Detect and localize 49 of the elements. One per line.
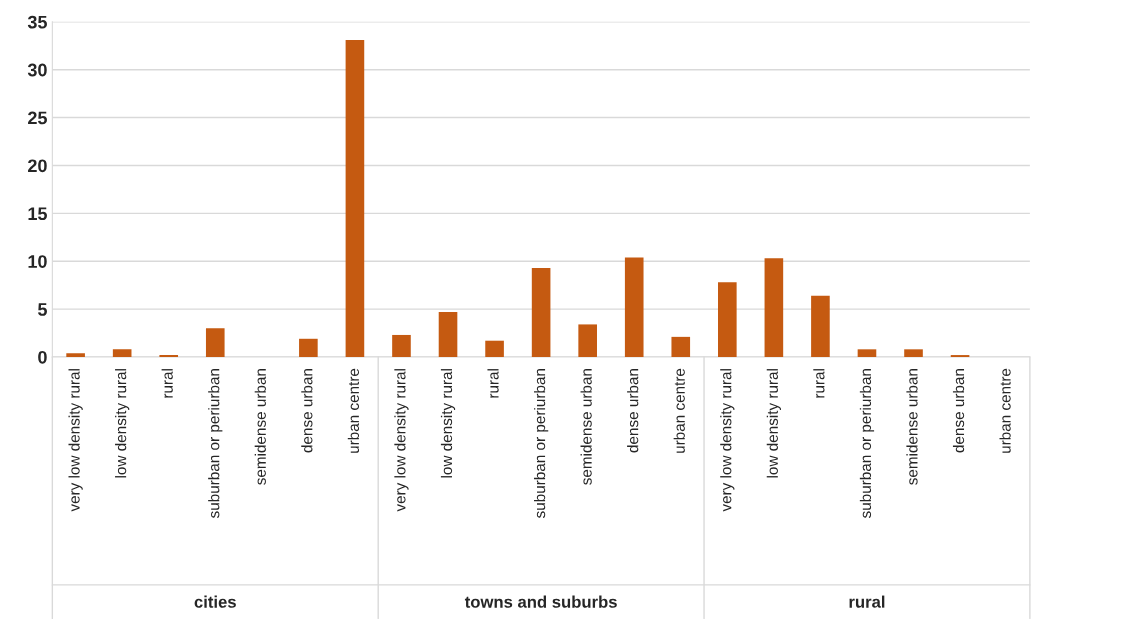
x-tick-label: suburban or periurban xyxy=(534,369,549,518)
x-tick-label: dense urban xyxy=(301,369,313,453)
bar xyxy=(112,349,132,357)
bar xyxy=(671,336,691,357)
y-tick-label: 30 xyxy=(27,63,47,77)
text: towns and suburbs xyxy=(464,595,617,608)
x-tick-label: rural xyxy=(813,369,825,398)
x-tick-label: dense urban xyxy=(952,369,965,453)
y-tick-label: 0 xyxy=(38,350,47,364)
y-tick-label: 35 xyxy=(27,15,47,29)
text: rural xyxy=(849,595,885,608)
bar xyxy=(764,258,784,357)
x-tick-label: semidense urban xyxy=(254,369,266,485)
x-tick-label: very low density rural xyxy=(720,369,735,512)
x-tick-label: suburban or periurban xyxy=(208,369,223,518)
bar xyxy=(718,282,737,357)
bar xyxy=(578,324,597,357)
bar xyxy=(857,349,877,357)
x-tick-label: dense urban xyxy=(627,369,639,453)
y-tick-label: 25 xyxy=(28,111,47,125)
x-tick-label: low density rural xyxy=(440,369,456,478)
bar xyxy=(392,334,411,357)
x-tick-label: urban centre xyxy=(673,368,685,453)
bar xyxy=(811,295,830,357)
x-tick-label: suburban or periurban xyxy=(859,369,875,518)
y-tick-label: 15 xyxy=(28,207,47,221)
text: cities xyxy=(194,595,236,608)
x-tick-label: rural xyxy=(161,369,173,398)
bar xyxy=(205,328,225,357)
y-tick-label: 10 xyxy=(28,255,47,268)
x-tick-label: urban centre xyxy=(999,368,1011,453)
x-tick-label: semidense urban xyxy=(580,369,592,485)
x-tick-label: urban centre xyxy=(347,368,360,453)
bar xyxy=(66,353,85,357)
bar xyxy=(904,349,923,357)
x-tick-label: semidense urban xyxy=(906,369,918,485)
bar xyxy=(345,40,365,357)
x-tick-label: very low density rural xyxy=(68,369,83,512)
bar xyxy=(438,311,458,357)
bar xyxy=(485,340,504,357)
y-tick-label: 5 xyxy=(38,303,47,316)
x-tick-label: very low density rural xyxy=(394,369,409,512)
x-tick-label: low density rural xyxy=(766,369,781,478)
y-tick-label: 20 xyxy=(28,159,47,173)
bar xyxy=(299,338,318,357)
x-tick-label: low density rural xyxy=(115,369,130,478)
x-tick-label: rural xyxy=(487,369,499,398)
bar xyxy=(624,257,644,357)
bar xyxy=(531,267,551,357)
